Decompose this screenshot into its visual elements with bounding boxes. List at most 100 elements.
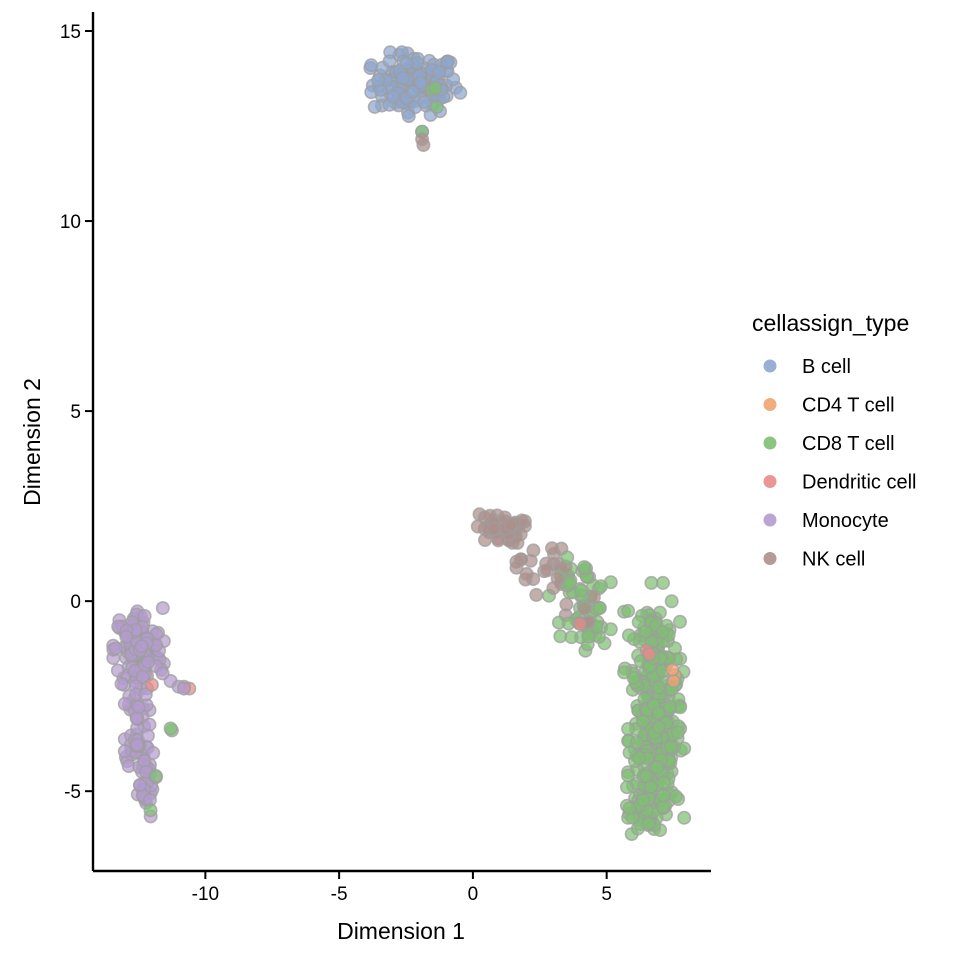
point-b-cell — [405, 84, 420, 99]
point-nk-cell — [509, 560, 524, 575]
y-tick-label: 0 — [70, 592, 81, 613]
point-cd8-t-cell — [664, 594, 679, 609]
point-b-cell — [401, 109, 416, 124]
y-tick-label: 5 — [70, 402, 81, 423]
point-cd8-t-cell — [622, 801, 637, 816]
point-b-cell — [364, 58, 379, 73]
point-cd8-t-cell — [621, 721, 636, 736]
legend-key-nk-cell — [763, 552, 777, 565]
point-cd8-t-cell — [562, 576, 577, 591]
point-cd8-t-cell — [631, 615, 646, 630]
point-b-cell — [431, 65, 446, 80]
point-cd8-t-cell — [641, 816, 656, 831]
x-axis-ticks: -10 -5 0 5 — [192, 871, 612, 905]
y-tick-label: 10 — [60, 212, 81, 233]
point-nk-cell — [510, 535, 525, 550]
point-cd8-t-cell — [429, 100, 444, 115]
point-monocyte — [129, 711, 144, 726]
point-cd8-t-cell — [593, 579, 608, 594]
legend-label: NK cell — [802, 549, 865, 571]
point-cd8-t-cell — [581, 629, 596, 644]
point-monocyte — [130, 737, 145, 752]
point-cd8-t-cell — [621, 628, 636, 643]
point-cd8-t-cell — [644, 575, 659, 590]
point-cd8-t-cell — [663, 699, 678, 714]
legend-label: CD4 T cell — [802, 395, 895, 417]
point-monocyte — [108, 641, 123, 656]
point-cd8-t-cell — [655, 575, 670, 590]
point-b-cell — [371, 73, 386, 88]
x-tick-label: 0 — [468, 884, 479, 905]
point-dendritic-cell — [642, 647, 657, 662]
point-nk-cell — [540, 563, 555, 578]
point-b-cell — [413, 75, 428, 90]
point-cd8-t-cell — [668, 789, 683, 804]
point-cd8-t-cell — [656, 775, 671, 790]
point-nk-cell — [559, 597, 574, 612]
y-axis-ticks: -5 0 5 10 15 — [60, 22, 93, 803]
point-cd8-t-cell — [651, 720, 666, 735]
y-tick-label: 15 — [60, 22, 81, 43]
point-cd4-t-cell — [666, 673, 681, 688]
point-b-cell — [382, 54, 397, 69]
point-cd8-t-cell — [643, 779, 658, 794]
point-dendritic-cell — [144, 677, 159, 692]
point-cd8-t-cell — [592, 600, 607, 615]
point-b-cell — [440, 54, 455, 69]
point-cd8-t-cell — [672, 614, 687, 629]
points-layer — [106, 45, 692, 842]
legend-key-cd8-t-cell — [763, 436, 777, 450]
point-cd8-t-cell — [667, 641, 682, 656]
point-cd8-t-cell — [663, 739, 678, 754]
point-nk-cell — [491, 533, 506, 548]
point-cd8-t-cell — [632, 750, 647, 765]
point-nk-cell — [529, 587, 544, 602]
point-monocyte — [135, 669, 150, 684]
point-cd8-t-cell — [655, 625, 670, 640]
legend-key-monocyte — [763, 513, 777, 527]
y-axis-title: Dimension 2 — [19, 378, 45, 506]
point-monocyte — [140, 728, 155, 743]
point-b-cell — [395, 71, 410, 86]
point-monocyte — [119, 629, 134, 644]
point-monocyte — [141, 655, 156, 670]
point-monocyte — [133, 777, 148, 792]
legend-key-cd4-t-cell — [763, 398, 777, 411]
point-nk-cell — [544, 541, 559, 556]
point-cd8-t-cell — [619, 780, 634, 795]
point-cd8-t-cell — [656, 800, 671, 815]
point-cd8-t-cell — [677, 810, 692, 825]
point-monocyte — [110, 663, 125, 678]
point-b-cell — [453, 85, 468, 100]
point-monocyte — [114, 676, 129, 691]
point-cd8-t-cell — [651, 680, 666, 695]
point-monocyte — [146, 745, 161, 760]
point-nk-cell — [577, 601, 592, 616]
point-cd4-t-cell — [665, 662, 680, 677]
point-cd8-t-cell — [143, 803, 158, 818]
point-b-cell — [417, 95, 432, 110]
point-b-cell — [399, 56, 414, 71]
legend-title: cellassign_type — [752, 310, 909, 336]
x-axis-title: Dimension 1 — [337, 918, 465, 944]
legend-label: Monocyte — [802, 510, 889, 532]
point-b-cell — [367, 99, 382, 114]
point-cd8-t-cell — [574, 583, 589, 598]
point-nk-cell — [523, 553, 538, 568]
point-cd8-t-cell — [629, 735, 644, 750]
point-nk-cell — [477, 532, 492, 547]
point-cd8-t-cell — [651, 706, 666, 721]
y-tick-label: -5 — [64, 782, 81, 803]
x-tick-label: -10 — [192, 884, 219, 905]
point-cd8-t-cell — [577, 560, 592, 575]
point-cd8-t-cell — [163, 721, 178, 736]
legend-items: B cell CD4 T cell CD8 T cell Dendritic cell… — [763, 356, 916, 571]
point-nk-cell — [486, 521, 501, 536]
point-cd8-t-cell — [638, 624, 653, 639]
point-nk-cell — [470, 519, 485, 534]
point-cd8-t-cell — [636, 792, 651, 807]
point-cd8-t-cell — [603, 622, 618, 637]
legend-label: CD8 T cell — [802, 433, 895, 455]
legend-label: Dendritic cell — [802, 472, 916, 494]
